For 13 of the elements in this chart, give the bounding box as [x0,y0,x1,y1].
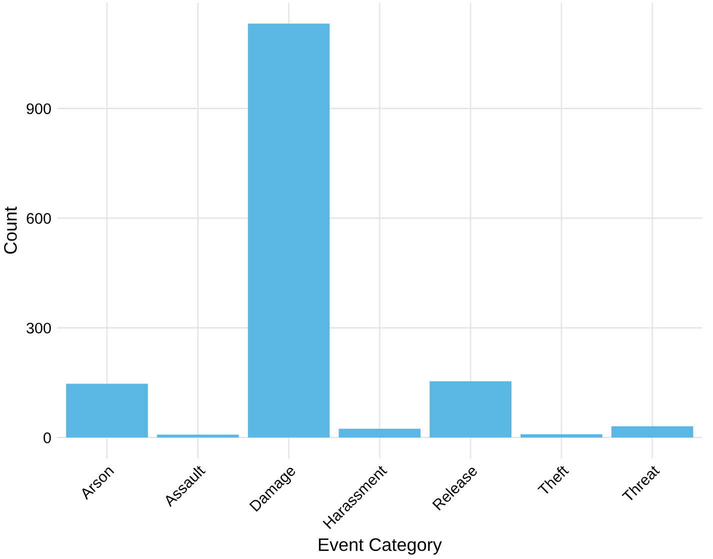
bar [520,434,602,438]
x-axis-title: Event Category [318,538,442,555]
bar [338,428,421,438]
bar [157,434,239,438]
bar [430,381,512,438]
bar [611,426,694,438]
y-axis-title: Count [4,206,17,254]
bar [66,384,148,438]
bar [248,24,330,438]
y-tick-label: 300 [26,322,51,334]
y-tick-label: 0 [44,432,51,444]
y-tick-label: 900 [26,103,51,114]
y-tick-label: 600 [26,213,51,224]
